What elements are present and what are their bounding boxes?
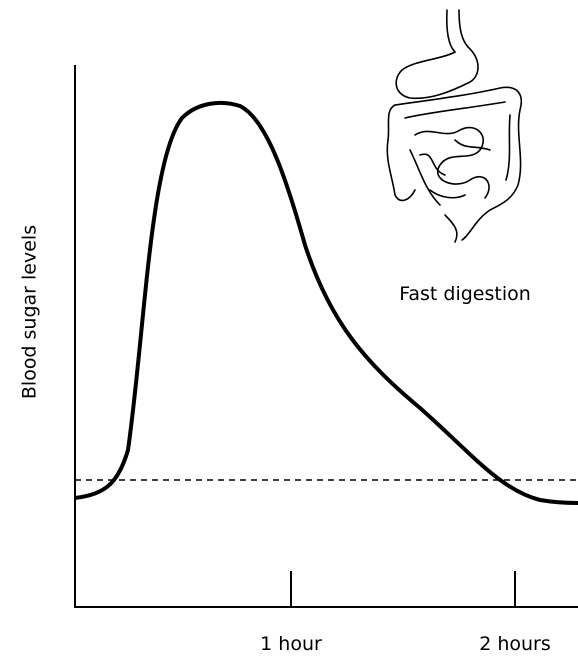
annotation: Fast digestion — [399, 283, 531, 305]
x-tick-label: 2 hours — [479, 633, 551, 655]
blood-sugar-curve — [74, 100, 578, 505]
y-axis-label: Blood sugar levels — [19, 225, 41, 399]
x-tick-label: 1 hour — [260, 633, 322, 655]
digestive-icon — [386, 9, 522, 243]
